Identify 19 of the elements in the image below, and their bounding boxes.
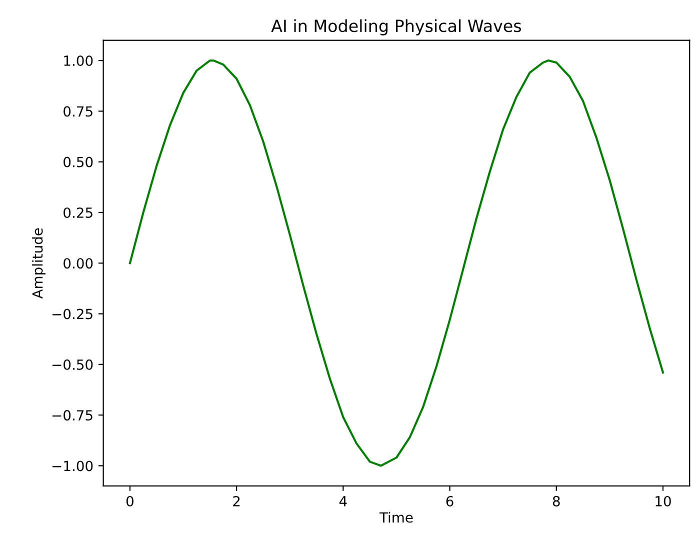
x-tick-label: 0 xyxy=(126,496,134,506)
y-tick-label: 0.00 xyxy=(64,258,93,269)
x-axis-title: Time xyxy=(379,512,413,523)
x-tick-label: 10 xyxy=(656,496,671,506)
y-axis-title: Amplitude xyxy=(32,228,46,299)
x-tick-label: 4 xyxy=(339,496,347,506)
y-tick-label: 0.50 xyxy=(64,156,93,168)
chart-title: AI in Modeling Physical Waves xyxy=(271,19,522,36)
y-tick-label: 1.00 xyxy=(64,56,93,66)
y-tick-label: −1.00 xyxy=(52,460,93,472)
x-tick-label: 8 xyxy=(552,496,560,506)
x-tick-label: 6 xyxy=(446,496,454,506)
line-series xyxy=(128,59,664,467)
y-tick-label: 0.25 xyxy=(64,207,92,218)
x-tick-label: 2 xyxy=(233,496,240,506)
y-tick-label: −0.25 xyxy=(52,308,92,320)
y-tick-label: −0.75 xyxy=(52,410,92,421)
y-tick-label: 0.75 xyxy=(64,106,92,117)
y-tick-label: −0.50 xyxy=(52,359,93,370)
